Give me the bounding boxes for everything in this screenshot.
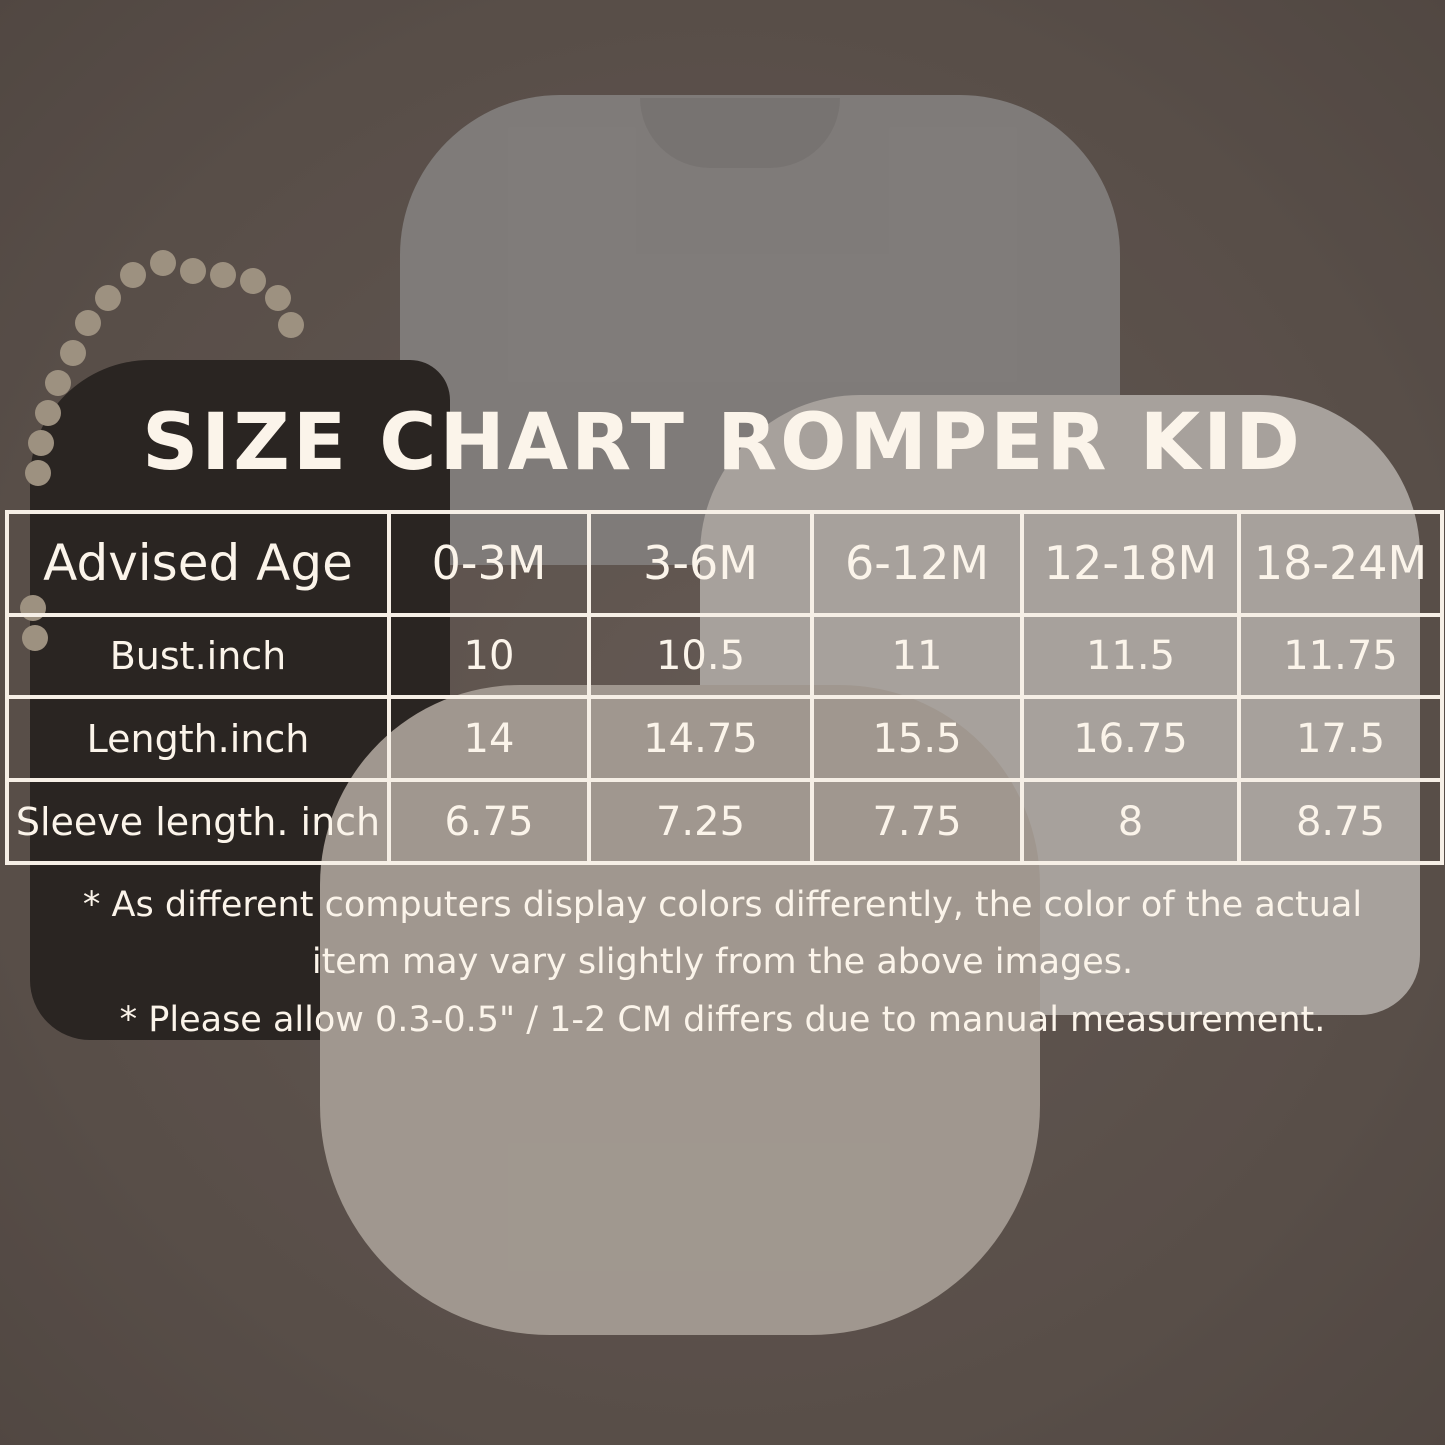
gray-sweater-collar bbox=[640, 98, 840, 168]
header-label: Advised Age bbox=[5, 510, 391, 617]
note-color-disclaimer-cont: item may vary slightly from the above im… bbox=[311, 942, 1134, 982]
table-cell: 11 bbox=[810, 612, 1024, 700]
table-cell: 8 bbox=[1020, 778, 1241, 865]
table-cell: 10 bbox=[387, 612, 591, 700]
table-cell: 7.25 bbox=[587, 778, 814, 865]
size-header: 0-3M bbox=[387, 510, 591, 617]
table-cell: 10.5 bbox=[587, 612, 814, 700]
size-header: 18-24M bbox=[1237, 510, 1444, 617]
table-row-sleeve: Sleeve length. inch 6.75 7.25 7.75 8 8.7… bbox=[5, 778, 1444, 865]
row-label: Sleeve length. inch bbox=[5, 778, 391, 865]
note-color-disclaimer: * As different computers display colors … bbox=[82, 885, 1363, 925]
table-row-bust: Bust.inch 10 10.5 11 11.5 11.75 bbox=[5, 612, 1444, 700]
table-cell: 14.75 bbox=[587, 695, 814, 783]
table-cell: 11.75 bbox=[1237, 612, 1444, 700]
size-header: 12-18M bbox=[1020, 510, 1241, 617]
note-measurement-tolerance: * Please allow 0.3-0.5" / 1-2 CM differs… bbox=[119, 1000, 1326, 1040]
table-cell: 17.5 bbox=[1237, 695, 1444, 783]
table-header-row: Advised Age 0-3M 3-6M 6-12M 12-18M 18-24… bbox=[5, 510, 1444, 617]
table-cell: 6.75 bbox=[387, 778, 591, 865]
table-cell: 8.75 bbox=[1237, 778, 1444, 865]
table-cell: 7.75 bbox=[810, 778, 1024, 865]
row-label: Bust.inch bbox=[5, 612, 391, 700]
size-chart-table: Advised Age 0-3M 3-6M 6-12M 12-18M 18-24… bbox=[5, 510, 1444, 865]
size-header: 6-12M bbox=[810, 510, 1024, 617]
size-header: 3-6M bbox=[587, 510, 814, 617]
table-row-length: Length.inch 14 14.75 15.5 16.75 17.5 bbox=[5, 695, 1444, 783]
table-cell: 16.75 bbox=[1020, 695, 1241, 783]
table-cell: 14 bbox=[387, 695, 591, 783]
table-cell: 15.5 bbox=[810, 695, 1024, 783]
row-label: Length.inch bbox=[5, 695, 391, 783]
page-title: SIZE CHART ROMPER KID bbox=[142, 398, 1303, 488]
table-cell: 11.5 bbox=[1020, 612, 1241, 700]
